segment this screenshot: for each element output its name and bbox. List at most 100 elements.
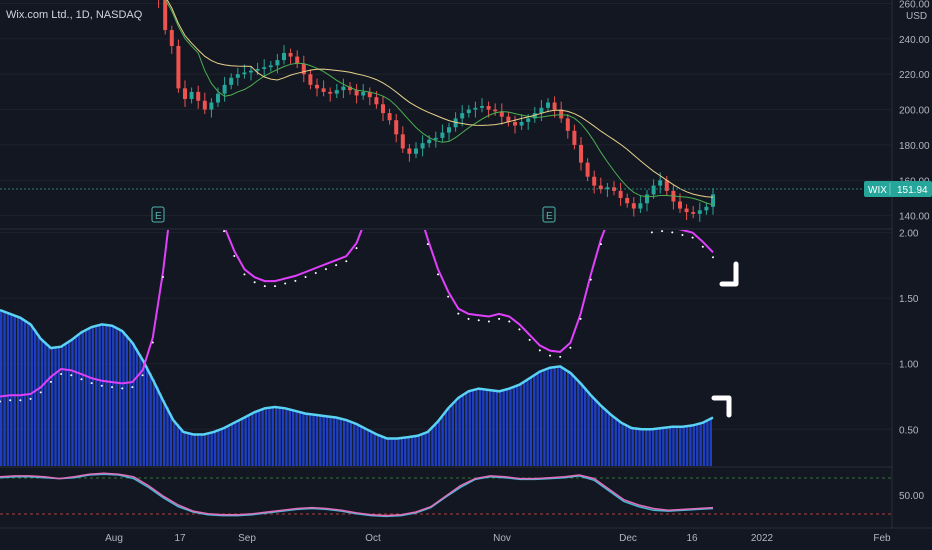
candle-body[interactable] [169,30,174,46]
candle-body[interactable] [367,91,372,98]
candle-body[interactable] [183,88,187,99]
indicator-bar [234,422,237,466]
candle-body[interactable] [532,113,537,119]
candle-body[interactable] [348,86,352,91]
candle-body[interactable] [209,102,214,110]
candle-body[interactable] [301,63,306,75]
candle-body[interactable] [427,139,432,144]
candle-body[interactable] [499,111,504,117]
candle-body[interactable] [592,176,597,186]
candle-body[interactable] [216,93,220,103]
candle-body[interactable] [697,210,702,214]
candle-body[interactable] [282,53,286,61]
candle-body[interactable] [381,104,385,114]
candle-body[interactable] [315,84,319,89]
candle-body[interactable] [493,109,498,112]
candle-body[interactable] [328,91,333,94]
candle-body[interactable] [202,100,207,110]
candle-body[interactable] [466,109,471,114]
candle-body[interactable] [189,91,194,99]
candle-body[interactable] [321,88,326,92]
candle-body[interactable] [506,116,511,122]
candle-body[interactable] [552,102,557,110]
candle-body[interactable] [704,206,709,211]
indicator-bar [665,427,668,466]
indicator-dot [294,279,297,282]
candle-body[interactable] [447,127,451,133]
candle-body[interactable] [407,148,412,154]
candle-body[interactable] [572,130,577,145]
indicator-bar [628,426,631,466]
indicator-bar [258,410,261,466]
oscillator-pane[interactable] [0,472,892,518]
candle-body[interactable] [579,144,583,163]
candle-body[interactable] [176,45,181,89]
candle-body[interactable] [585,162,590,177]
candle-body[interactable] [414,148,418,154]
candle-body[interactable] [295,56,300,64]
price-pane[interactable] [0,0,892,222]
indicator-bar [254,412,258,466]
candle-body[interactable] [618,190,623,198]
candle-body[interactable] [374,97,379,105]
candle-body[interactable] [433,137,438,140]
candle-body[interactable] [480,106,484,108]
candle-body[interactable] [308,74,313,85]
candle-body[interactable] [440,132,445,138]
candle-body[interactable] [249,70,253,73]
candle-body[interactable] [460,113,465,119]
candle-body[interactable] [275,60,280,66]
candle-body[interactable] [546,102,550,108]
indicator-dot [487,320,490,323]
candle-body[interactable] [163,0,168,31]
candle-body[interactable] [268,65,273,68]
candle-body[interactable] [539,107,544,114]
candle-body[interactable] [400,134,405,149]
candle-body[interactable] [711,194,715,207]
candle-body[interactable] [678,201,682,209]
indicator-bar [553,367,556,466]
candle-body[interactable] [605,187,610,190]
candle-body[interactable] [526,118,531,122]
candle-body[interactable] [486,106,491,110]
candle-body[interactable] [334,90,339,94]
indicator-bar [152,379,156,466]
candle-body[interactable] [242,72,247,75]
candle-body[interactable] [658,180,663,186]
candle-body[interactable] [354,90,359,96]
candle-body[interactable] [235,74,240,78]
earnings-marker-icon[interactable] [542,206,556,223]
time-axis[interactable]: Aug 17 Sep Oct Nov Dec 16 2022 Feb [105,533,891,544]
candle-body[interactable] [222,84,227,94]
candle-body[interactable] [288,53,293,57]
candle-body[interactable] [559,109,564,119]
candle-body[interactable] [420,143,425,149]
candle-body[interactable] [645,194,649,204]
candle-body[interactable] [196,91,201,101]
bracket-annotation [719,261,739,287]
indicator-pane[interactable] [0,141,714,466]
candle-body[interactable] [341,86,346,91]
candle-body[interactable] [684,208,689,213]
candle-body[interactable] [638,203,643,209]
candle-body[interactable] [255,68,260,71]
candle-body[interactable] [519,121,524,126]
candle-body[interactable] [394,120,399,135]
candle-body[interactable] [691,212,696,214]
price-axis[interactable]: 260.00240.00220.00200.00180.00160.00140.… [864,0,932,502]
candle-body[interactable] [598,185,603,190]
candle-body[interactable] [565,118,570,131]
candle-body[interactable] [473,107,478,110]
candle-body[interactable] [229,77,234,85]
candle-body[interactable] [625,197,630,204]
candle-body[interactable] [631,203,636,209]
candle-body[interactable] [361,91,366,96]
candle-body[interactable] [651,185,656,195]
candle-body[interactable] [513,121,517,126]
earnings-marker-icon[interactable] [151,206,165,223]
candle-body[interactable] [387,113,392,121]
indicator-bar [13,315,16,466]
candle-body[interactable] [262,67,267,69]
candle-body[interactable] [664,180,669,191]
